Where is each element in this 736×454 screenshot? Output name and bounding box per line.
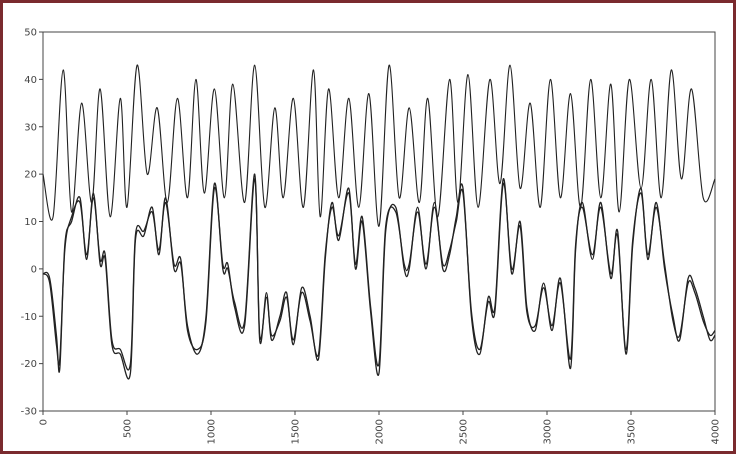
- y-axis: 50 40 30 20 10 0 -10 -20 -30: [21, 28, 43, 418]
- x-tick-label: 500: [123, 419, 134, 438]
- series-line-1: [42, 64, 716, 227]
- series-layer: [42, 64, 716, 380]
- x-tick-label: 4000: [711, 419, 722, 444]
- y-tick-label: 30: [24, 122, 37, 133]
- y-tick-label: 50: [24, 28, 37, 39]
- x-tick-label: 3000: [543, 419, 554, 444]
- y-tick-label: -20: [21, 359, 37, 370]
- x-tick-label: 2000: [375, 419, 386, 444]
- y-tick-label: 20: [24, 170, 37, 181]
- x-tick-label: 2500: [459, 419, 470, 444]
- y-tick-label: 10: [24, 217, 37, 228]
- y-tick-label: -30: [21, 407, 37, 418]
- y-tick-label: 40: [24, 75, 37, 86]
- y-tick-label: -10: [21, 312, 37, 323]
- x-axis: 0 500 1000 1500 2000 2500 3000 3500 4000: [39, 411, 722, 444]
- x-tick-label: 3500: [627, 419, 638, 444]
- y-tick-label: 0: [31, 264, 37, 275]
- series-line-3: [42, 178, 716, 371]
- line-chart: 50 40 30 20 10 0 -10 -20 -30 0 500 1000 1500 2000 250…: [21, 28, 722, 445]
- plot-area: [42, 31, 716, 412]
- x-tick-label: 1000: [207, 419, 218, 444]
- x-tick-label: 0: [39, 419, 50, 425]
- x-tick-label: 1500: [291, 419, 302, 444]
